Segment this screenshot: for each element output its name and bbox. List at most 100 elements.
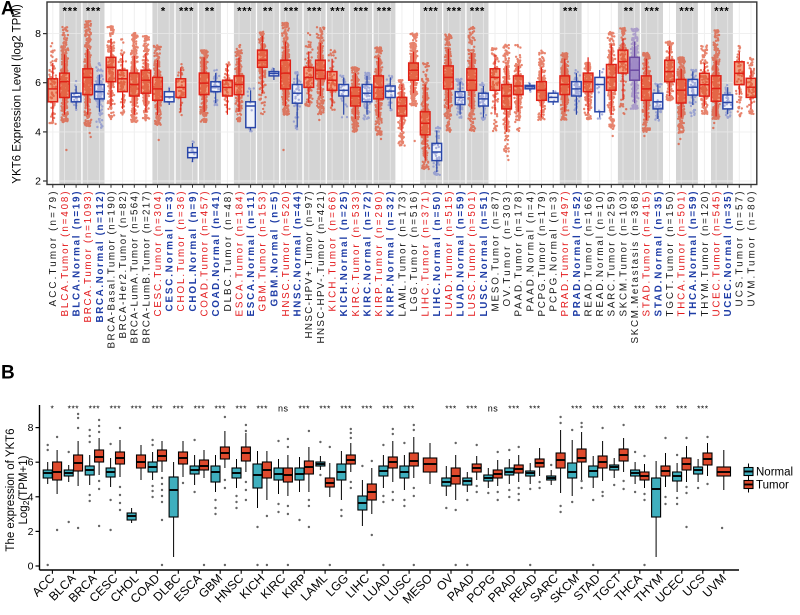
svg-text:***: *** (330, 6, 345, 18)
svg-text:***: *** (655, 404, 667, 414)
svg-text:***: *** (508, 404, 520, 414)
svg-text:BRCA-Basal.Tumor (n=190): BRCA-Basal.Tumor (n=190) (106, 192, 117, 349)
svg-text:***: *** (173, 404, 185, 414)
svg-text:**: ** (624, 6, 634, 18)
svg-text:***: *** (307, 6, 322, 18)
svg-text:8: 8 (28, 422, 34, 434)
svg-text:***: *** (382, 404, 394, 414)
svg-text:B: B (1, 363, 15, 384)
svg-text:***: *** (571, 404, 583, 414)
svg-text:HNSC-HPV+.Tumor (n=97): HNSC-HPV+.Tumor (n=97) (304, 192, 315, 339)
svg-text:***: *** (319, 404, 331, 414)
svg-text:***: *** (86, 6, 101, 18)
svg-text:OV.Tumor (n=303): OV.Tumor (n=303) (502, 192, 513, 307)
svg-text:***: *** (676, 404, 688, 414)
svg-text:***: *** (714, 6, 729, 18)
svg-text:***: *** (679, 6, 694, 18)
svg-text:UCEC.Normal (n=35): UCEC.Normal (n=35) (723, 192, 734, 317)
svg-text:0: 0 (28, 561, 34, 573)
svg-text:***: *** (445, 404, 457, 414)
svg-text:BRCA-LumB.Tumor (n=217): BRCA-LumB.Tumor (n=217) (141, 192, 152, 344)
svg-text:KICH.Tumor (n=66): KICH.Tumor (n=66) (328, 192, 339, 312)
svg-text:STAD.Normal (n=35): STAD.Normal (n=35) (653, 192, 664, 317)
svg-text:6: 6 (35, 77, 41, 89)
svg-text:LGG.Tumor (n=516): LGG.Tumor (n=516) (409, 192, 420, 312)
svg-text:MESO.Tumor (n=87): MESO.Tumor (n=87) (490, 192, 501, 312)
svg-text:LIHC.Normal (n=50): LIHC.Normal (n=50) (432, 192, 443, 317)
svg-text:TGCT.Tumor (n=150): TGCT.Tumor (n=150) (665, 192, 676, 317)
svg-text:***: *** (152, 404, 164, 414)
svg-text:DLBC.Tumor (n=48): DLBC.Tumor (n=48) (223, 192, 234, 312)
svg-text:***: *** (361, 404, 373, 414)
svg-text:Normal: Normal (756, 467, 793, 479)
svg-text:Log2(TPM+1): Log2(TPM+1) (18, 455, 31, 524)
svg-text:***: *** (563, 6, 578, 18)
svg-text:GBM.Tumor (n=153): GBM.Tumor (n=153) (258, 192, 269, 312)
svg-text:LUAD.Normal (n=59): LUAD.Normal (n=59) (456, 192, 467, 317)
svg-text:6: 6 (28, 457, 34, 469)
svg-text:BLCA.Tumor (n=408): BLCA.Tumor (n=408) (60, 192, 71, 317)
svg-text:PCPG.Normal (n=3): PCPG.Normal (n=3) (549, 192, 560, 312)
svg-text:BLCA.Normal (n=19): BLCA.Normal (n=19) (72, 192, 83, 317)
svg-text:***: *** (613, 404, 625, 414)
svg-text:PRAD.Normal (n=52): PRAD.Normal (n=52) (572, 192, 583, 317)
svg-text:KIRC.Tumor (n=533): KIRC.Tumor (n=533) (351, 192, 362, 317)
svg-text:LUSC.Tumor (n=501): LUSC.Tumor (n=501) (467, 192, 478, 317)
svg-text:Tumor: Tumor (756, 480, 789, 492)
svg-text:KIRP.Normal (n=32): KIRP.Normal (n=32) (386, 192, 397, 317)
svg-text:***: *** (697, 404, 709, 414)
svg-text:CESC.Tumor (n=304): CESC.Tumor (n=304) (153, 192, 164, 317)
svg-text:THCA.Tumor (n=501): THCA.Tumor (n=501) (677, 192, 688, 317)
svg-text:***: *** (466, 404, 478, 414)
svg-text:4: 4 (28, 491, 34, 503)
svg-text:SKCM.Metastasis (n=368): SKCM.Metastasis (n=368) (630, 192, 641, 344)
svg-text:***: *** (235, 404, 247, 414)
svg-text:LAML.Tumor (n=173): LAML.Tumor (n=173) (397, 192, 408, 317)
svg-text:PAAD.Tumor (n=178): PAAD.Tumor (n=178) (514, 192, 525, 317)
svg-text:***: *** (256, 404, 268, 414)
svg-text:***: *** (89, 404, 101, 414)
svg-text:UVM.Tumor (n=80): UVM.Tumor (n=80) (746, 192, 757, 307)
svg-text:READ.Normal (n=10): READ.Normal (n=10) (595, 192, 606, 317)
svg-text:***: *** (340, 404, 352, 414)
svg-text:ESCA.Tumor (n=184): ESCA.Tumor (n=184) (234, 192, 245, 317)
svg-text:8: 8 (35, 28, 41, 40)
svg-text:***: *** (423, 6, 438, 18)
svg-text:ns: ns (488, 404, 499, 414)
svg-text:*: * (50, 404, 54, 414)
svg-text:CHOL.Normal (n=9): CHOL.Normal (n=9) (188, 192, 199, 312)
svg-text:ns: ns (278, 404, 289, 414)
svg-text:YKT6 Expression Level (log2 TP: YKT6 Expression Level (log2 TPM) (12, 4, 24, 184)
svg-text:LUSC.Normal (n=51): LUSC.Normal (n=51) (479, 192, 490, 317)
svg-text:***: *** (403, 404, 415, 414)
svg-text:STAD.Tumor (n=415): STAD.Tumor (n=415) (642, 192, 653, 317)
svg-text:BRCA.Normal (n=112): BRCA.Normal (n=112) (95, 192, 106, 323)
svg-text:***: *** (194, 404, 206, 414)
svg-text:***: *** (447, 6, 462, 18)
svg-text:2: 2 (28, 526, 34, 538)
svg-text:**: ** (263, 6, 273, 18)
svg-text:2: 2 (35, 176, 41, 188)
svg-text:***: *** (644, 6, 659, 18)
svg-text:HNSC-HPV-.Tumor (n=421): HNSC-HPV-.Tumor (n=421) (316, 192, 327, 344)
svg-text:THCA.Normal (n=59): THCA.Normal (n=59) (688, 192, 699, 317)
svg-text:KICH.Normal (n=25): KICH.Normal (n=25) (339, 192, 350, 317)
svg-text:***: *** (110, 404, 122, 414)
svg-text:COAD.Normal (n=41): COAD.Normal (n=41) (211, 192, 222, 317)
svg-text:LIHC.Tumor (n=371): LIHC.Tumor (n=371) (421, 192, 432, 317)
svg-text:***: *** (179, 6, 194, 18)
svg-text:BRCA.Tumor (n=1093): BRCA.Tumor (n=1093) (83, 192, 94, 323)
svg-text:GBM.Normal (n=5): GBM.Normal (n=5) (269, 192, 280, 307)
svg-text:HNSC.Normal (n=44): HNSC.Normal (n=44) (293, 192, 304, 317)
svg-text:***: *** (634, 404, 646, 414)
svg-text:ACC.Tumor (n=79): ACC.Tumor (n=79) (48, 192, 59, 307)
svg-text:SARC.Tumor (n=259): SARC.Tumor (n=259) (607, 192, 618, 317)
svg-text:The expression of YKT6: The expression of YKT6 (5, 428, 17, 551)
svg-text:***: *** (592, 404, 604, 414)
svg-text:***: *** (131, 404, 143, 414)
svg-text:***: *** (298, 404, 310, 414)
svg-text:***: *** (470, 6, 485, 18)
svg-text:PRAD.Tumor (n=497): PRAD.Tumor (n=497) (560, 192, 571, 317)
svg-text:BRCA-LumA.Tumor (n=564): BRCA-LumA.Tumor (n=564) (130, 192, 141, 344)
svg-text:A: A (1, 0, 15, 20)
